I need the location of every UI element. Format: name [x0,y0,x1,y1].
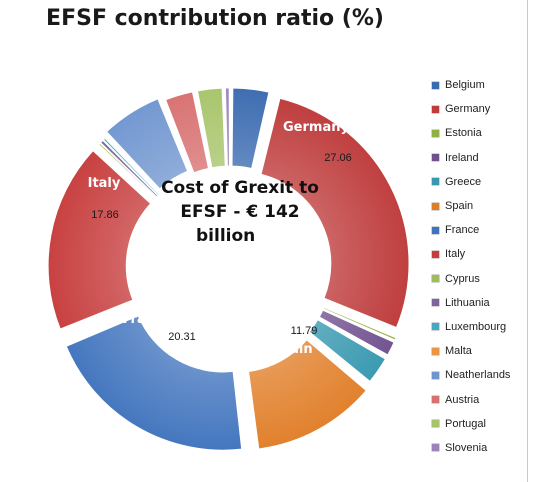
center-note-line-1: Cost of Grexit to [161,178,319,198]
center-note: Cost of Grexit to EFSF - € 142 billion [160,176,320,248]
slice-belgium [231,87,270,169]
legend-label: Belgium [445,79,485,92]
slice-cyprus [98,142,157,199]
slice-value-italy: 17.86 [91,209,119,221]
slice-france [65,315,243,451]
slice-value-germany: 27.06 [324,152,352,164]
legend-swatch [432,444,439,452]
legend-label: Ireland [445,151,479,164]
legend-label: Slovenia [445,441,488,454]
legend-swatch [432,202,439,210]
legend-label: Cyprus [445,272,480,285]
slice-label-france: France [122,312,171,327]
legend-item-malta: Malta [432,339,526,363]
slice-label-group: Germany 27.06 Spain 11.79 France 20.31 Italy 17… [88,120,352,357]
legend-label: Spain [445,200,474,213]
center-note-line-3: billion [196,226,256,246]
legend-swatch [432,105,439,113]
legend-label: Lithuania [445,296,490,309]
slice-malta [104,136,161,195]
legend-label: Neatherlands [445,369,511,382]
slice-italy [47,150,152,330]
legend-swatch [432,81,439,89]
legend-swatch [432,226,439,234]
legend-item-estonia: Estonia [432,121,526,145]
legend-item-spain: Spain [432,194,526,218]
legend-swatch [432,299,439,307]
legend-swatch [432,420,439,428]
legend-label: Luxembourg [445,320,507,333]
legend-swatch [432,129,439,137]
legend-item-slovenia: Slovenia [432,436,526,460]
legend-item-portugal: Portugal [432,412,526,436]
legend-swatch [432,396,439,404]
legend-item-france: France [432,218,526,242]
chart-title: EFSF contribution ratio (%) [46,6,384,31]
legend-label: Italy [445,248,466,261]
slice-value-spain: 11.79 [291,325,318,337]
legend-swatch [432,371,439,379]
legend-swatch [432,323,439,331]
legend-swatch [432,178,439,186]
legend-label: Malta [445,345,472,358]
slice-greece [308,319,386,382]
legend-item-neatherlands: Neatherlands [432,363,526,387]
slice-label-germany: Germany [283,120,349,135]
slice-slovenia [225,87,230,167]
slice-spain [248,339,367,450]
slice-group [47,87,410,451]
legend-item-lithuania: Lithuania [432,291,526,315]
slice-neatherlands [106,98,188,190]
slice-luxembourg [103,137,160,196]
legend-item-austria: Austria [432,387,526,411]
legend-item-luxembourg: Luxembourg [432,315,526,339]
legend-swatch [432,250,439,258]
center-note-line-2: EFSF - € 142 [180,202,300,222]
legend-label: Austria [445,393,480,406]
legend-item-ireland: Ireland [432,146,526,170]
legend-swatch [432,154,439,162]
legend-item-italy: Italy [432,242,526,266]
legend-swatch [432,347,439,355]
legend-label: Germany [445,103,491,116]
slice-ireland [318,309,395,356]
legend-label: Estonia [445,127,482,140]
slice-austria [165,91,209,174]
slice-estonia [323,307,397,341]
legend-item-germany: Germany [432,97,526,121]
legend-label: Portugal [445,417,486,430]
slice-label-spain: Spain [271,342,312,357]
legend-label: Greece [445,175,482,188]
frame-border [527,0,528,482]
slice-label-italy: Italy [88,176,121,191]
legend-item-belgium: Belgium [432,73,526,97]
slice-germany [260,98,410,328]
legend-item-cyprus: Cyprus [432,267,526,291]
legend-swatch [432,275,439,283]
legend: Belgium Germany Estonia Ireland Greece Spain F… [432,73,526,460]
slice-portugal [197,87,226,169]
slice-lithuania [100,140,159,198]
legend-label: France [445,224,480,237]
slice-value-france: 20.31 [168,331,196,343]
legend-item-greece: Greece [432,170,526,194]
